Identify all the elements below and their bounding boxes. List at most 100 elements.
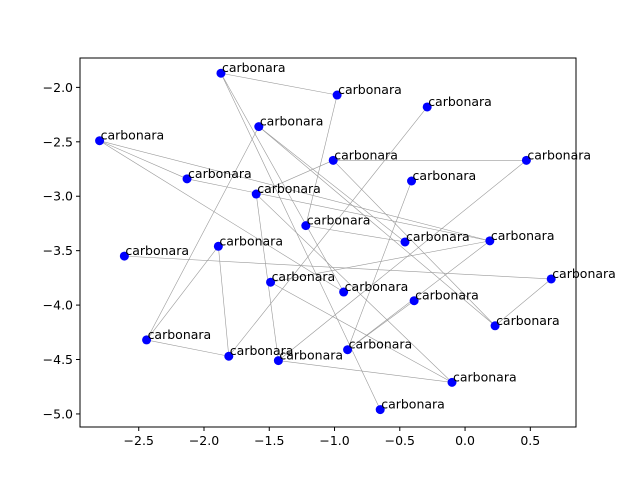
point-label: carbonara [101, 128, 165, 143]
point-label: carbonara [260, 114, 324, 129]
data-point [375, 405, 385, 415]
y-axis: −5.0 −4.5 −4.0 −3.5 −3.0 −2.5 −2.0 [43, 80, 80, 421]
point-label: carbonara [413, 168, 477, 183]
edge-line [256, 193, 453, 383]
data-point [332, 90, 342, 100]
x-tick-label: −1.5 [254, 433, 284, 448]
point-label: carbonara [552, 266, 616, 281]
y-tick-label: −3.0 [43, 189, 73, 204]
data-point [95, 136, 105, 146]
edge-line [347, 240, 491, 350]
data-point [251, 189, 261, 199]
data-point [266, 277, 276, 287]
data-point [422, 102, 432, 112]
edge-line [305, 225, 406, 243]
point-label: carbonara [496, 313, 560, 328]
data-point [213, 241, 223, 251]
edge-line [124, 255, 552, 280]
data-point [400, 237, 410, 247]
edge-line [220, 73, 344, 293]
point-label: carbonara [307, 213, 371, 228]
data-point [216, 68, 226, 78]
data-point [254, 122, 264, 132]
points-layer [95, 68, 556, 415]
edge-line [99, 140, 188, 180]
point-label: carbonara [148, 327, 212, 342]
point-label: carbonara [222, 60, 286, 75]
edge-line [258, 126, 406, 243]
edge-line [278, 360, 453, 383]
data-point [301, 221, 311, 231]
point-label: carbonara [345, 279, 409, 294]
y-tick-label: −4.0 [43, 298, 73, 313]
data-point [521, 155, 531, 165]
edge-line [270, 281, 453, 383]
point-label: carbonara [125, 243, 189, 258]
x-tick-label: 0.0 [455, 433, 475, 448]
data-point [409, 296, 419, 306]
edge-line [146, 246, 219, 341]
data-point [490, 321, 500, 331]
y-tick-label: −5.0 [43, 406, 73, 421]
x-tick-label: −2.5 [124, 433, 154, 448]
x-tick-label: 0.5 [520, 433, 540, 448]
edge-line [494, 278, 552, 327]
point-labels-layer: carbonara carbonara carbonara carbonara carb… [101, 60, 616, 411]
point-label: carbonara [428, 94, 492, 109]
data-point [224, 351, 234, 361]
data-point [485, 236, 495, 246]
data-point [546, 274, 556, 284]
y-tick-label: −4.5 [43, 352, 73, 367]
point-label: carbonara [527, 147, 591, 162]
data-point [273, 356, 283, 366]
data-point [447, 377, 457, 387]
point-label: carbonara [257, 181, 321, 196]
point-label: carbonara [272, 269, 336, 284]
y-tick-label: −3.5 [43, 243, 73, 258]
x-tick-label: −1.0 [319, 433, 349, 448]
edge-line [146, 126, 260, 341]
point-label: carbonara [406, 229, 470, 244]
edge-line [305, 94, 338, 226]
edge-line [186, 178, 490, 242]
plot-frame [79, 57, 577, 428]
data-point [343, 345, 353, 355]
point-label: carbonara [230, 343, 294, 358]
edge-line [258, 126, 496, 326]
y-tick-label: −2.0 [43, 80, 73, 95]
x-tick-label: −0.5 [385, 433, 415, 448]
edge-line [99, 140, 344, 293]
point-label: carbonara [349, 337, 413, 352]
edges-layer [99, 72, 552, 410]
x-axis: −2.5 −2.0 −1.5 −1.0 −0.5 0.0 0.5 [124, 427, 540, 448]
edge-line [220, 73, 381, 410]
point-label: carbonara [279, 348, 343, 363]
edge-line [99, 140, 490, 242]
edge-line [255, 194, 279, 361]
point-label: carbonara [453, 369, 517, 384]
edge-line [146, 339, 229, 357]
edge-line [333, 160, 496, 326]
y-tick-label: −2.5 [43, 134, 73, 149]
data-point [407, 176, 417, 186]
point-label: carbonara [219, 233, 283, 248]
data-point [328, 155, 338, 165]
point-label: carbonara [415, 288, 479, 303]
edge-line [256, 160, 334, 195]
edge-line [220, 72, 338, 96]
point-label: carbonara [188, 166, 252, 181]
edge-line [270, 240, 490, 283]
edge-line [278, 160, 527, 361]
edge-line [218, 246, 230, 357]
data-point [142, 335, 152, 345]
data-point [182, 174, 192, 184]
point-label: carbonara [334, 147, 398, 162]
data-point [339, 287, 349, 297]
data-point [119, 251, 129, 261]
point-label: carbonara [491, 228, 555, 243]
edge-line [347, 180, 412, 350]
point-label: carbonara [381, 397, 445, 412]
edge-line [228, 106, 428, 357]
point-label: carbonara [338, 82, 402, 97]
